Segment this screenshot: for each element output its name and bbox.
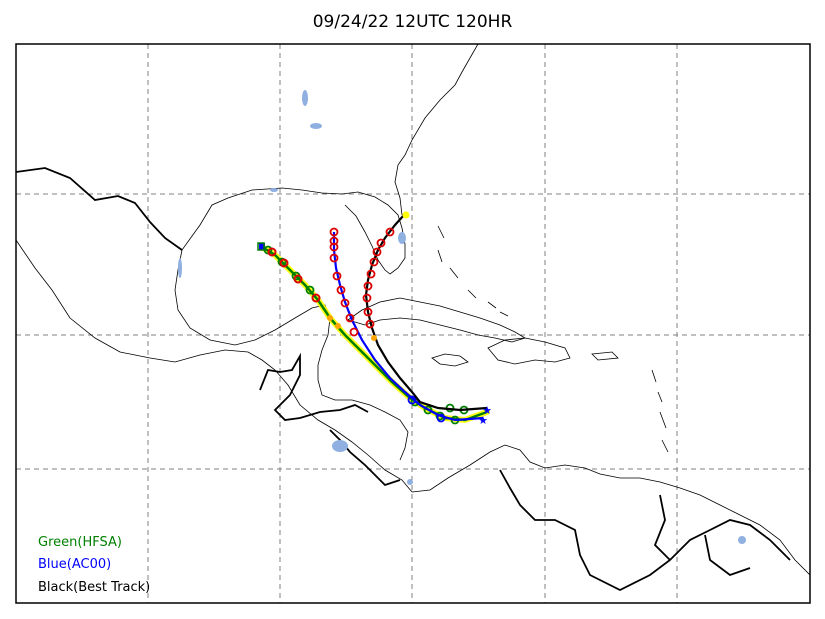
legend-hfsa: Green(HFSA) <box>38 535 122 550</box>
legend-ac00: Blue(AC00) <box>38 557 112 572</box>
legend-best-track: Black(Best Track) <box>38 580 151 595</box>
map-title: 09/24/22 12UTC 120HR <box>312 12 513 32</box>
map-frame <box>15 43 811 604</box>
track-best: ★ <box>362 211 492 417</box>
country-borders <box>16 167 791 592</box>
svg-text:★: ★ <box>478 414 488 427</box>
lakes <box>178 90 746 544</box>
map-grid <box>16 44 810 603</box>
svg-text:★: ★ <box>482 404 492 417</box>
track-ac00: ★ <box>329 227 488 427</box>
coastlines <box>16 44 810 576</box>
